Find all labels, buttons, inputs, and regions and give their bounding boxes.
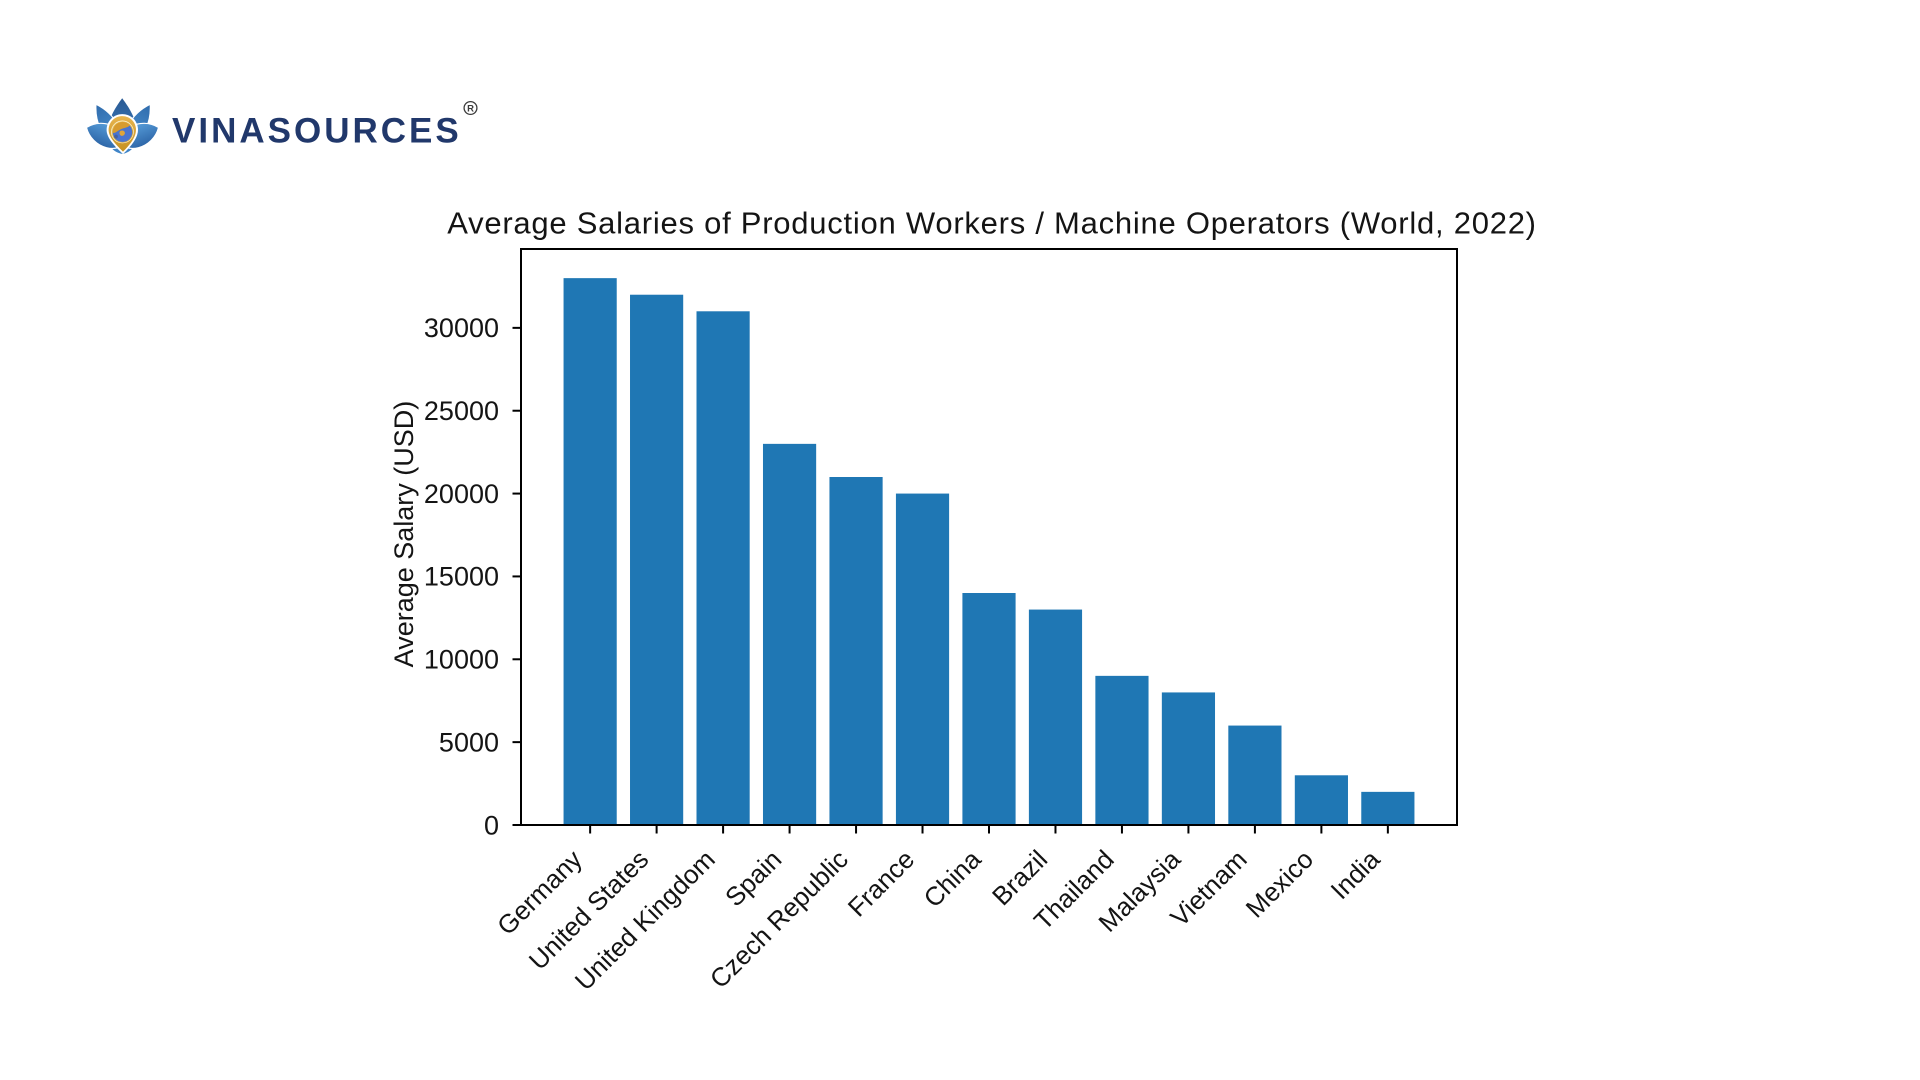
svg-text:Average Salary (USD): Average Salary (USD) xyxy=(389,401,419,668)
svg-text:Mexico: Mexico xyxy=(1240,844,1319,923)
svg-text:VINASOURCES: VINASOURCES xyxy=(172,111,462,150)
svg-text:5000: 5000 xyxy=(439,727,499,757)
svg-text:India: India xyxy=(1325,844,1386,905)
svg-text:Average Salaries of Production: Average Salaries of Production Workers /… xyxy=(447,206,1537,241)
svg-text:France: France xyxy=(842,844,920,922)
svg-text:10000: 10000 xyxy=(424,645,499,675)
svg-text:30000: 30000 xyxy=(424,313,499,343)
svg-text:15000: 15000 xyxy=(424,562,499,592)
svg-text:25000: 25000 xyxy=(424,396,499,426)
svg-text:0: 0 xyxy=(484,810,499,840)
svg-text:20000: 20000 xyxy=(424,479,499,509)
svg-text:R: R xyxy=(467,104,474,115)
svg-text:China: China xyxy=(917,844,987,914)
